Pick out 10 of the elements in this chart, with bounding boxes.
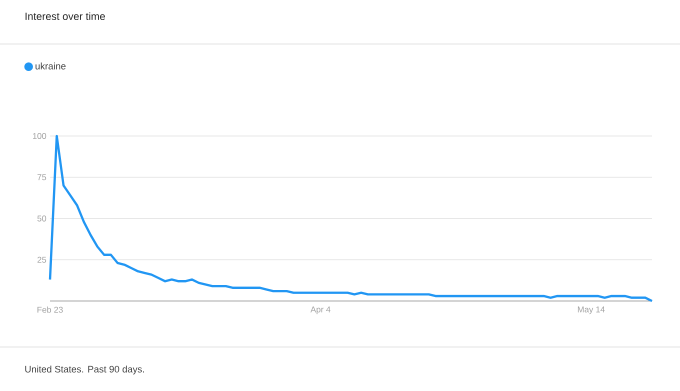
y-tick-label: 25 <box>37 256 46 263</box>
legend-label: ukraine <box>36 62 66 70</box>
y-tick-label: 50 <box>37 216 46 222</box>
x-tick-label: Feb 23 <box>38 306 63 313</box>
y-tick-label: 75 <box>38 174 46 180</box>
x-tick-label: Apr 4 <box>310 306 330 314</box>
y-tick-label: 100 <box>32 133 46 139</box>
x-tick-label: May 14 <box>578 306 605 314</box>
text: United States. Past 90 days. <box>25 366 144 374</box>
chart-title: Interest over time <box>26 12 105 20</box>
